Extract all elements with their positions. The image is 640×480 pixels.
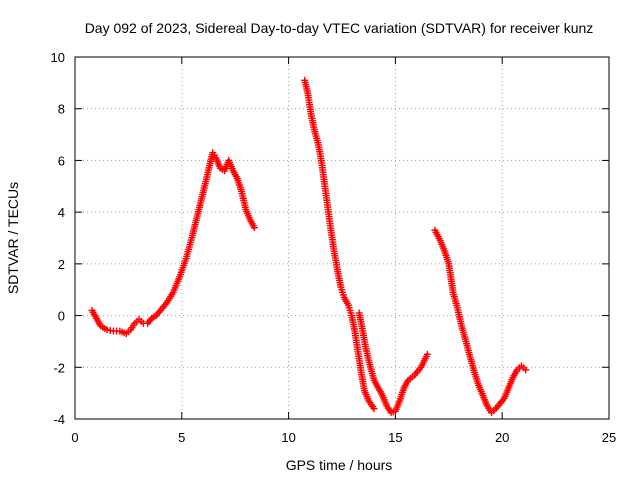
- y-tick-label: -4: [53, 412, 65, 427]
- chart-title: Day 092 of 2023, Sidereal Day-to-day VTE…: [85, 20, 594, 36]
- data-series: [88, 76, 530, 417]
- x-tick-label: 20: [495, 430, 509, 445]
- axes: [74, 56, 610, 420]
- y-tick-label: 6: [58, 153, 65, 168]
- tick-labels: 0 5 10 15 20 25 -4 -2 0 2 4 6 8 10: [51, 50, 617, 445]
- data-point: [522, 366, 530, 374]
- x-tick-label: 10: [281, 430, 295, 445]
- x-axis-label: GPS time / hours: [286, 457, 393, 473]
- x-tick-label: 25: [602, 430, 616, 445]
- plot-border: [74, 56, 610, 420]
- x-tick-label: 15: [388, 430, 402, 445]
- y-tick-label: 10: [51, 50, 65, 65]
- x-tick-label: 5: [178, 430, 185, 445]
- data-point: [250, 224, 258, 232]
- y-axis-label: SDTVAR / TECUs: [5, 182, 21, 294]
- x-tick-label: 0: [71, 430, 78, 445]
- y-tick-label: 4: [58, 205, 65, 220]
- y-tick-label: 8: [58, 102, 65, 117]
- y-tick-label: 2: [58, 257, 65, 272]
- data-point: [370, 405, 378, 413]
- y-tick-label: -2: [53, 360, 65, 375]
- y-tick-label: 0: [58, 309, 65, 324]
- data-point: [423, 350, 431, 358]
